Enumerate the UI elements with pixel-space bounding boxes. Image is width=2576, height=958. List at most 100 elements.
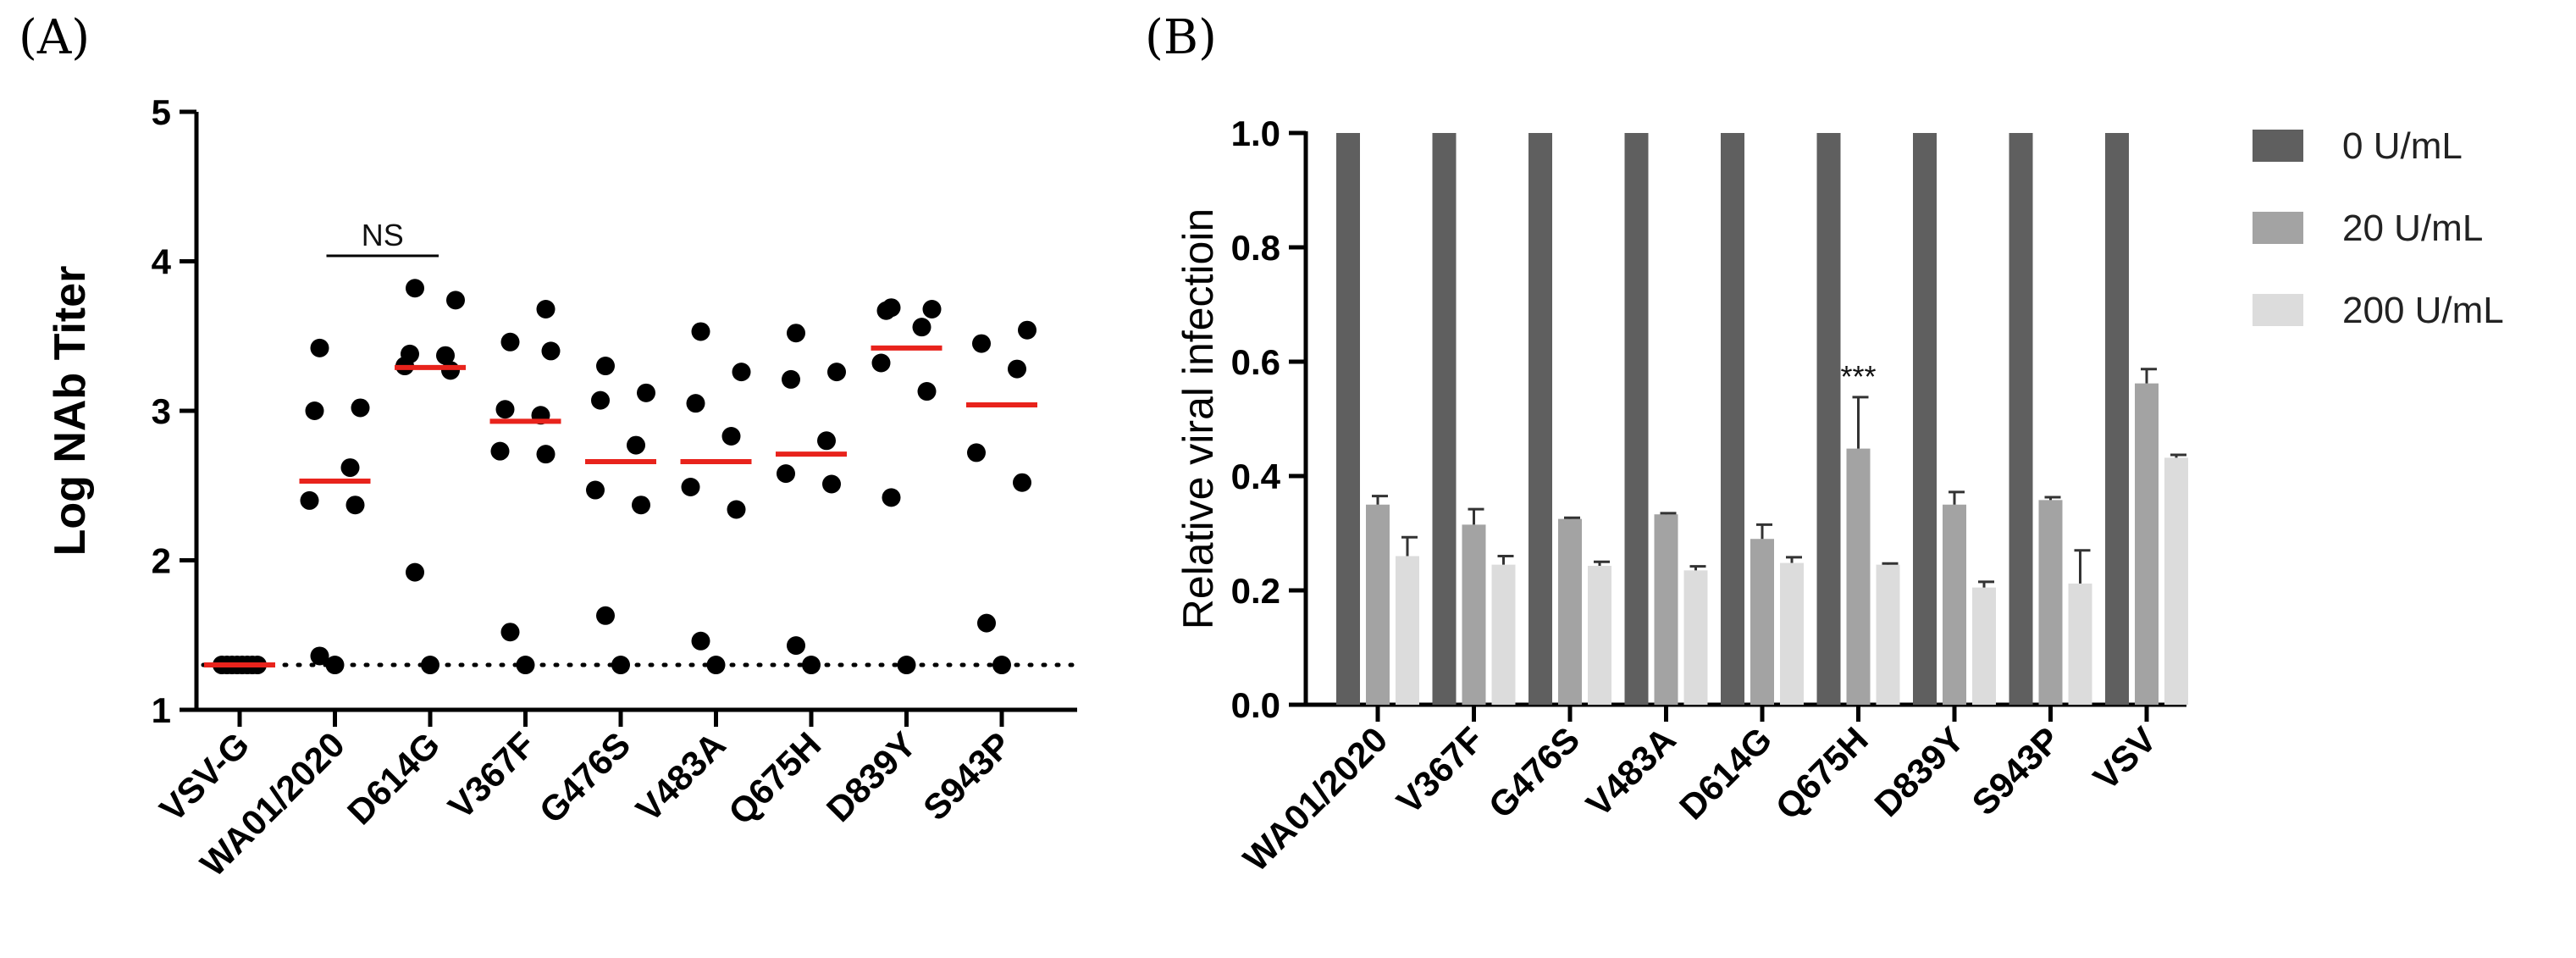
data-point [596, 606, 615, 625]
bar [1750, 539, 1774, 705]
data-point [310, 646, 329, 666]
bar [1846, 448, 1871, 705]
data-point [632, 496, 650, 515]
bar [2135, 383, 2159, 705]
data-point [500, 332, 520, 352]
legend-swatch [2253, 212, 2303, 244]
data-point [591, 390, 610, 410]
data-point [992, 656, 1011, 675]
data-point [802, 656, 821, 675]
data-point [446, 291, 465, 310]
bar [2038, 500, 2063, 705]
panel-a-label: (A) [19, 10, 91, 65]
data-point [406, 279, 424, 298]
data-point [627, 435, 645, 455]
data-point [436, 346, 455, 365]
y-tick-label: 2 [152, 541, 171, 581]
x-tick-label: Q675H [1768, 719, 1876, 827]
bar [1558, 518, 1582, 705]
y-tick-label: 3 [152, 391, 171, 431]
bar [1683, 570, 1708, 705]
y-axis-title: Log NAb Titer [46, 266, 95, 557]
data-point [490, 441, 510, 461]
data-point [871, 353, 891, 373]
bar [1654, 514, 1678, 705]
data-point [495, 400, 515, 419]
data-point [1013, 473, 1031, 492]
data-point [686, 394, 705, 413]
bar [2068, 583, 2092, 705]
bar [1432, 133, 1457, 705]
data-point [421, 656, 439, 675]
x-tick-label: G476S [1481, 719, 1588, 826]
data-point [1018, 320, 1036, 340]
y-axis-title: Relative viral infectioin [1175, 208, 1222, 629]
data-point [727, 500, 746, 519]
data-point [516, 656, 535, 675]
data-point [706, 656, 726, 675]
data-point [345, 496, 365, 515]
bar [1366, 504, 1390, 705]
bar [1721, 133, 1744, 705]
data-point [782, 369, 800, 389]
x-tick-label: D839Y [1866, 719, 1971, 824]
data-point [972, 334, 991, 353]
x-tick-label: VSV [2086, 719, 2164, 798]
x-tick-label: D614G [1672, 719, 1779, 827]
data-point [340, 458, 360, 478]
data-point [827, 363, 846, 382]
bar [2105, 133, 2129, 705]
data-point [721, 427, 741, 446]
data-point [536, 299, 556, 318]
data-point [300, 490, 319, 510]
data-point [541, 341, 561, 361]
data-point [882, 298, 901, 318]
data-point [596, 357, 615, 376]
bar [1624, 133, 1649, 705]
data-point [401, 344, 419, 363]
data-point [912, 318, 931, 337]
data-point [967, 443, 986, 462]
y-tick-label: 1.0 [1231, 114, 1280, 153]
bar [2164, 457, 2188, 705]
significance-annotation: *** [1840, 359, 1876, 394]
data-point [691, 322, 710, 341]
data-point [681, 478, 700, 497]
data-point [611, 656, 630, 675]
data-point [500, 623, 520, 642]
data-point [1008, 359, 1026, 379]
data-point [305, 401, 324, 420]
y-tick-label: 0.2 [1231, 571, 1280, 611]
x-tick-label: V367F [1389, 719, 1491, 822]
x-tick-label: S943P [1964, 719, 2067, 822]
data-point [310, 338, 329, 357]
data-point [586, 480, 605, 500]
x-tick-label: V483A [1578, 719, 1683, 824]
data-point [817, 431, 836, 451]
y-tick-label: 0.6 [1231, 342, 1280, 382]
bar [1943, 504, 1966, 705]
y-tick-label: 0.0 [1231, 685, 1280, 725]
data-point [351, 398, 370, 418]
legend-label: 20 U/mL [2342, 208, 2483, 249]
bar [1588, 565, 1611, 705]
data-point [732, 363, 751, 382]
legend-swatch [2253, 294, 2303, 326]
legend-swatch [2253, 130, 2303, 162]
data-point [536, 445, 556, 464]
panel-b-label: (B) [1145, 10, 1217, 65]
legend-label: 0 U/mL [2342, 125, 2463, 167]
bar [1972, 587, 1996, 705]
bar [1336, 133, 1360, 705]
data-point [787, 324, 805, 343]
bar [1876, 564, 1900, 705]
y-tick-label: 0.8 [1231, 228, 1280, 268]
x-tick-label: WA01/2020 [1235, 719, 1395, 878]
data-point [917, 382, 937, 401]
data-point [787, 636, 805, 656]
bar [1913, 133, 1937, 705]
bar [1491, 564, 1516, 705]
legend-label: 200 U/mL [2342, 290, 2504, 331]
data-point [637, 383, 655, 402]
